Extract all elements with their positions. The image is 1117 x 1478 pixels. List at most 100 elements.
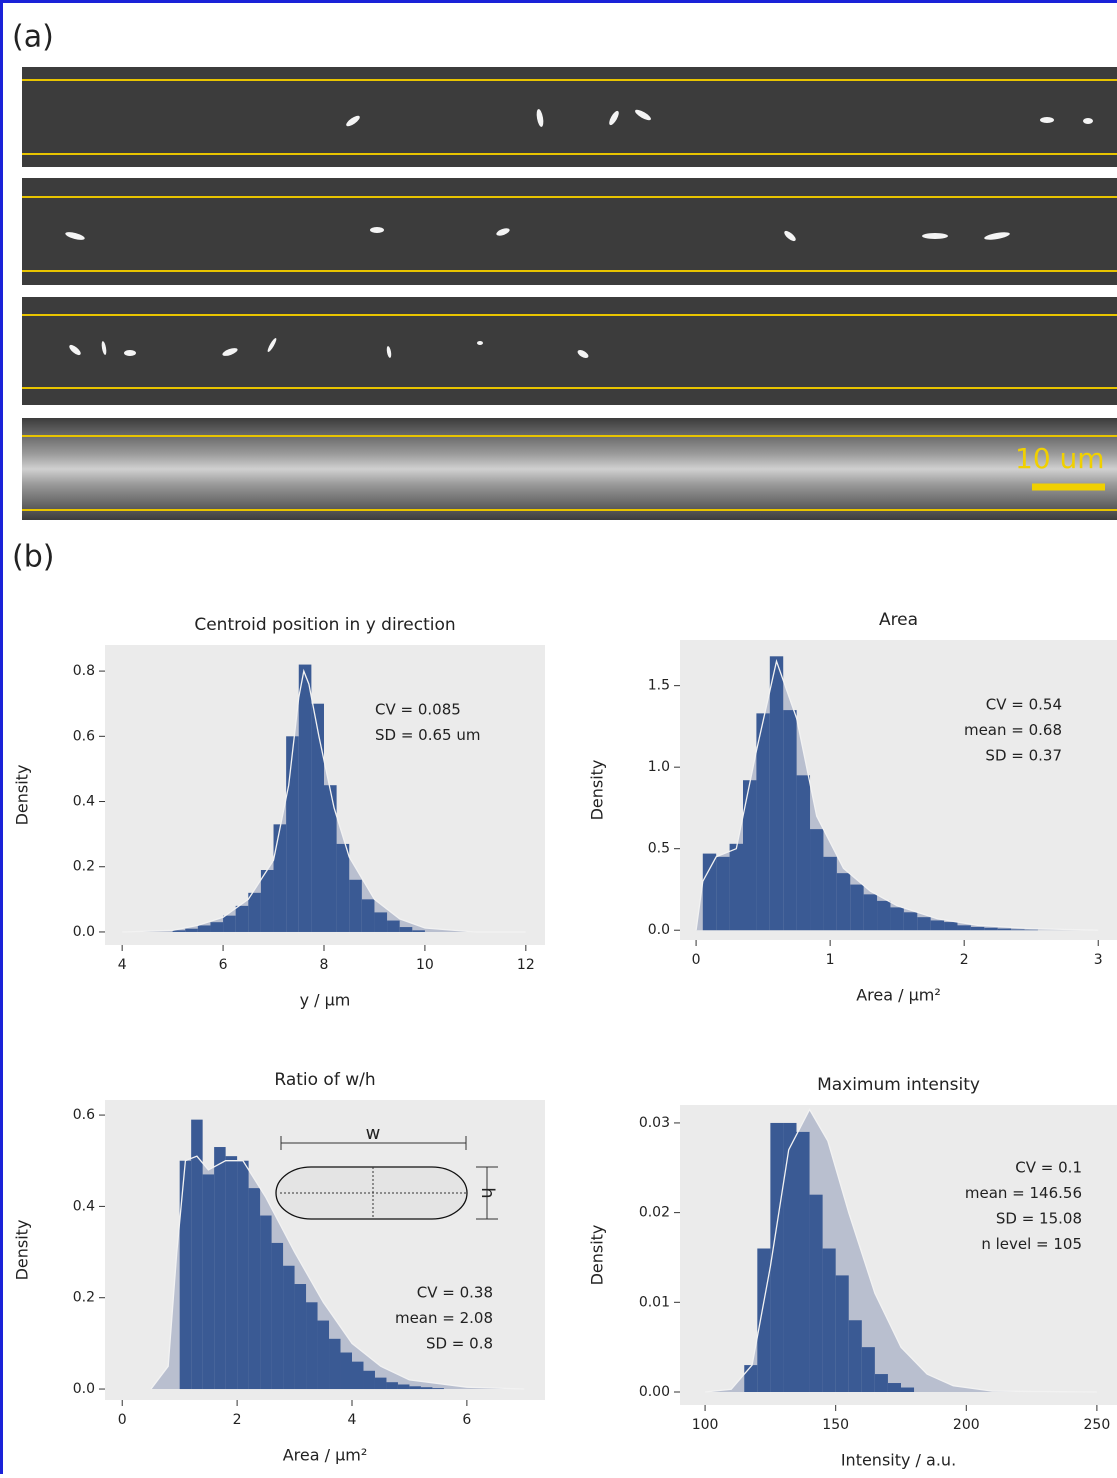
micrographs [22,67,1117,520]
bar [888,1383,901,1392]
bar [743,780,756,930]
bar [324,785,337,932]
y-axis-label: Density [588,1225,607,1286]
bar [810,1195,823,1392]
bar [797,775,810,930]
bar [185,929,198,932]
bar [329,1339,340,1389]
x-tick-label: 2 [233,1412,242,1428]
bar [352,1362,363,1389]
x-axis-label: Area / µm² [856,986,941,1005]
y-tick-label: 0.4 [73,794,95,810]
bar [971,927,984,930]
annotation: SD = 0.65 um [375,726,480,744]
bar [957,925,970,930]
x-tick-label: 8 [320,957,329,973]
bar [944,922,957,930]
x-tick-label: 6 [462,1412,471,1428]
annotation: mean = 2.08 [395,1309,493,1327]
bar [180,1161,191,1389]
bar [237,1161,248,1389]
x-tick-label: 12 [517,957,535,973]
bar [295,1284,306,1389]
bar [409,1386,420,1389]
chart-title: Centroid position in y direction [194,615,455,635]
inset-label: h [477,1187,498,1198]
y-axis-label: Density [13,1220,32,1281]
bar [248,893,261,932]
bar [400,927,413,932]
bar [730,844,743,930]
bar [890,907,903,930]
x-axis-label: Area / µm² [283,1446,368,1465]
panel-label: (a) [12,20,54,55]
bar [877,901,890,930]
bar [931,920,944,930]
x-tick-label: 0 [692,952,701,968]
scale-bar-label: 10 um [1015,442,1105,475]
annotation: SD = 0.37 [985,747,1062,765]
bar [299,665,312,932]
bar [837,873,850,930]
bar [375,1378,386,1389]
x-tick-label: 200 [953,1417,980,1433]
bar [318,1321,329,1389]
y-tick-label: 0.2 [73,1290,95,1306]
x-tick-label: 1 [826,952,835,968]
bar [984,928,997,930]
bar [864,894,877,930]
annotation: CV = 0.085 [375,701,461,719]
chart-title: Area [879,610,918,630]
bar [412,930,425,932]
bar [374,912,387,932]
bar [823,857,836,930]
panel-label: (b) [12,540,54,575]
bar [1011,929,1024,930]
bar [432,1388,443,1389]
y-tick-label: 0.2 [73,859,95,875]
bar [386,1382,397,1389]
bar [901,1388,914,1392]
bar [349,880,362,932]
bar [337,844,350,932]
bar [904,912,917,930]
chart-title: Ratio of w/h [274,1070,375,1090]
chart-title: Maximum intensity [817,1075,980,1095]
bar [236,906,249,932]
y-tick-label: 0.0 [648,922,670,938]
bar [849,1320,862,1392]
bar [716,857,729,930]
bar [260,1216,271,1390]
y-tick-label: 0.0 [73,924,95,940]
bar [223,916,236,932]
inset-label: w [366,1123,381,1144]
annotation: SD = 15.08 [996,1210,1082,1228]
bar [398,1384,409,1389]
bar [210,922,223,932]
x-tick-label: 4 [118,957,127,973]
bar [998,929,1011,931]
x-tick-label: 6 [219,957,228,973]
annotation: CV = 0.38 [417,1284,493,1302]
x-tick-label: 250 [1084,1417,1111,1433]
bar [783,1123,796,1392]
bar [744,1365,757,1392]
bar [810,829,823,930]
bar [363,1371,374,1389]
annotation: CV = 0.54 [986,696,1062,714]
bar [203,1174,214,1389]
bar [286,736,299,932]
y-tick-label: 0.03 [639,1115,670,1131]
annotation: SD = 0.8 [426,1335,493,1353]
y-tick-label: 1.0 [648,759,670,775]
y-tick-label: 0.6 [73,728,95,744]
x-axis-label: Intensity / a.u. [841,1451,956,1470]
y-tick-label: 0.6 [73,1107,95,1123]
x-tick-label: 10 [416,957,434,973]
bar [306,1302,317,1389]
bar [770,656,783,930]
y-tick-label: 0.00 [639,1384,670,1400]
y-tick-label: 0.4 [73,1198,95,1214]
annotation: CV = 0.1 [1015,1159,1082,1177]
annotation: mean = 0.68 [964,721,1062,739]
